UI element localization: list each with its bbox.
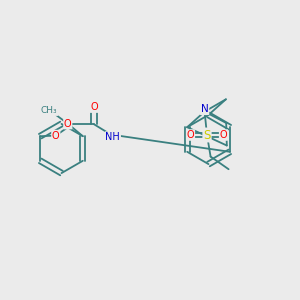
Text: O: O [187,130,194,140]
Text: NH: NH [105,132,120,142]
Text: O: O [220,130,227,140]
Text: O: O [64,118,72,129]
Text: O: O [52,130,60,141]
Text: N: N [201,104,208,114]
Text: S: S [203,128,211,142]
Text: O: O [90,102,98,112]
Text: CH₃: CH₃ [41,106,58,115]
